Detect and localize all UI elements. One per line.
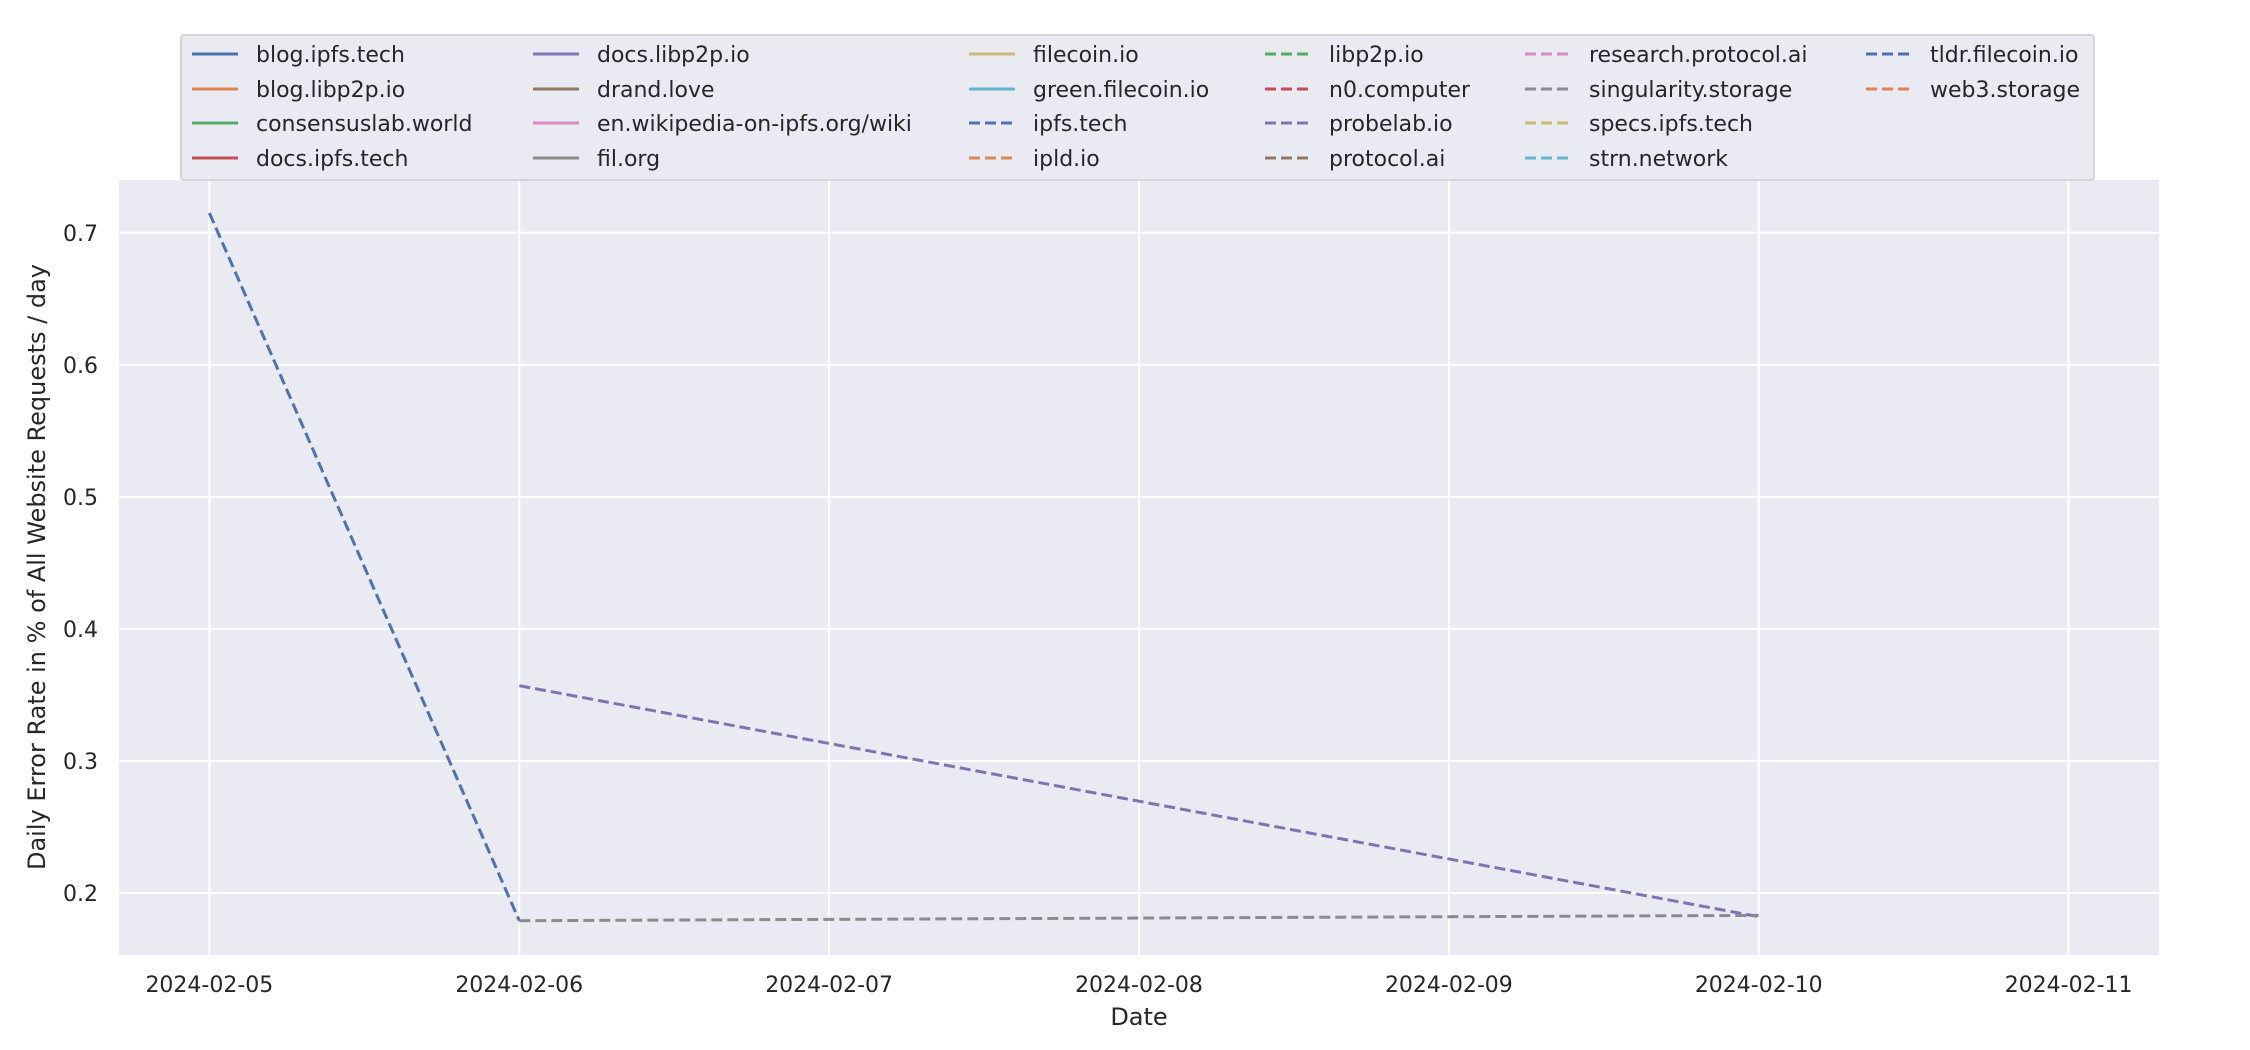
legend-entry: specs.ipfs.tech [1589,112,1753,137]
y-tick-label: 0.5 [63,486,98,511]
x-tick-label: 2024-02-05 [145,973,273,998]
x-tick-label: 2024-02-10 [1695,973,1823,998]
legend-entry: libp2p.io [1329,43,1424,68]
x-tick-label: 2024-02-09 [1385,973,1513,998]
legend-entry: web3.storage [1930,78,2080,103]
series-line-ipfs-tech [208,212,521,922]
legend-entry: blog.libp2p.io [256,78,405,103]
y-tick-label: 0.6 [63,354,98,379]
legend-entry: protocol.ai [1329,147,1445,172]
legend-entry: ipld.io [1033,147,1100,172]
legend-entry: research.protocol.ai [1589,43,1808,68]
y-tick-label: 0.4 [63,618,98,643]
series-line-probelab-io [519,684,1759,919]
x-tick-label: 2024-02-11 [2005,973,2133,998]
grid [119,180,2159,955]
legend-entry: filecoin.io [1033,43,1139,68]
x-tick-label: 2024-02-07 [765,973,893,998]
legend-entry: n0.computer [1329,78,1471,103]
y-tick-label: 0.2 [63,882,98,907]
legend-box [180,34,2095,181]
legend-entry: docs.ipfs.tech [256,147,408,172]
series-line-singularity-storage [519,913,1759,923]
legend-entry: docs.libp2p.io [597,43,750,68]
legend-entry: blog.ipfs.tech [256,43,405,68]
y-axis-title: Daily Error Rate in % of All Website Req… [23,264,51,870]
legend-entry: probelab.io [1329,112,1453,137]
y-tick-label: 0.7 [63,222,98,247]
legend-entry: consensuslab.world [256,112,472,137]
legend-entry: en.wikipedia-on-ipfs.org/wiki [597,112,912,137]
legend-entry: tldr.filecoin.io [1930,43,2078,68]
legend-entry: ipfs.tech [1033,112,1127,137]
legend-entry: strn.network [1589,147,1728,172]
series-layer [208,212,1759,923]
x-axis-ticks: 2024-02-05 2024-02-06 2024-02-07 2024-02-08… [145,973,2132,998]
legend-entry: drand.love [597,78,715,103]
legend-entry: singularity.storage [1589,78,1792,103]
x-tick-label: 2024-02-08 [1075,973,1203,998]
y-axis-ticks: 0.2 0.3 0.4 0.5 0.6 0.7 [63,222,98,907]
y-tick-label: 0.3 [63,750,98,775]
x-axis-title: Date [1110,1003,1167,1031]
legend-entry: green.filecoin.io [1033,78,1209,103]
legend: blog.ipfs.tech blog.libp2p.io consensuslab… [180,34,2095,181]
x-tick-label: 2024-02-06 [455,973,583,998]
legend-entry: fil.org [597,147,660,172]
